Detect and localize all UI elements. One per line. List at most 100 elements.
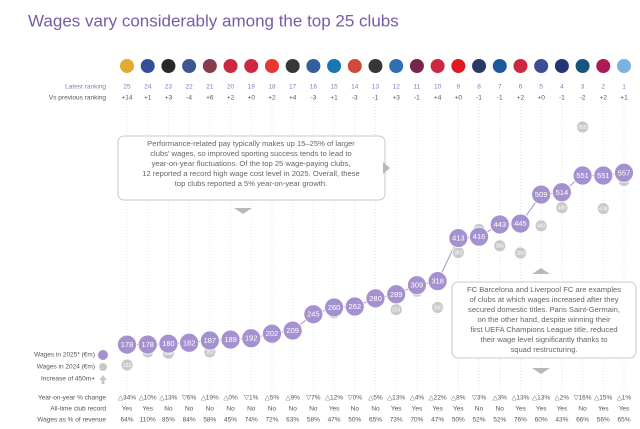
wage-2025-dot	[614, 162, 634, 183]
legend-marker	[99, 363, 107, 371]
value-label: 202	[266, 329, 279, 338]
wage-2025-dot	[179, 332, 200, 353]
rank-change: -1	[414, 95, 420, 102]
revenue-pct: 74%	[245, 417, 258, 424]
club-logo	[430, 59, 445, 73]
legend-label: Increase of 450m+	[41, 376, 95, 383]
wage-2025-dot	[510, 213, 531, 234]
revenue-pct: 110%	[140, 417, 156, 424]
club-logo	[596, 59, 611, 73]
record: No	[578, 406, 587, 413]
row-label: Latest ranking	[65, 84, 106, 91]
rank-change: -1	[497, 95, 503, 102]
club-logo	[347, 59, 362, 73]
ranking: 5	[539, 84, 543, 91]
club-logo	[409, 59, 424, 73]
club-logo	[244, 59, 259, 73]
annotation-text: secured domestic titles. Paris Saint-Ger…	[468, 305, 620, 314]
revenue-pct: 72%	[265, 417, 278, 424]
wage-2024-dot	[493, 239, 507, 253]
wage-2025-dot	[158, 333, 179, 354]
value-label: 380	[516, 251, 525, 257]
rank-change: +0	[537, 95, 545, 102]
club-logo	[202, 59, 217, 73]
ranking: 9	[457, 84, 461, 91]
revenue-pct: 70%	[410, 417, 423, 424]
wage-2025-dot	[551, 182, 572, 203]
wage-2025-dot	[489, 214, 510, 235]
rank-change: +1	[330, 95, 338, 102]
record: No	[351, 406, 360, 413]
value-label: 514	[556, 188, 569, 197]
club-logo	[120, 59, 134, 73]
record: Yes	[329, 406, 340, 413]
ranking: 16	[310, 84, 318, 91]
wage-2025-dot	[241, 328, 262, 349]
value-label: 551	[597, 171, 610, 180]
record: Yes	[453, 406, 464, 413]
club-logo	[327, 59, 342, 73]
annotation-text: clubs' wages, so improved sporting succe…	[150, 149, 352, 158]
wage-2025-dot	[531, 184, 552, 205]
value-label: 509	[535, 190, 548, 199]
wage-2025-dot	[282, 320, 303, 341]
pointer	[383, 162, 390, 174]
value-label: 381	[454, 250, 463, 256]
yoy-change: △8%	[451, 395, 466, 402]
yoy-change: △13%	[159, 395, 177, 402]
row-label: All-time club record	[50, 406, 106, 413]
club-logo	[472, 59, 487, 73]
wage-2024-dot	[534, 219, 548, 233]
revenue-pct: 50%	[348, 417, 361, 424]
record: No	[164, 406, 173, 413]
wage-2025-dot	[448, 228, 469, 248]
yoy-change: △19%	[201, 395, 219, 402]
revenue-pct: 45%	[224, 417, 237, 424]
ranking: 21	[206, 84, 214, 91]
legend-label: Wages in 2024 (€m)	[37, 364, 95, 371]
row-label: Year-on-year % change	[38, 395, 106, 402]
pointer	[234, 208, 252, 214]
record: No	[268, 406, 277, 413]
ranking: 15	[330, 84, 338, 91]
record: Yes	[412, 406, 423, 413]
pointer	[532, 268, 550, 274]
annotation-text: first UEFA Champions League title, reduc…	[470, 325, 617, 334]
revenue-pct: 58%	[307, 417, 320, 424]
yoy-change: △13%	[532, 395, 550, 402]
club-logo	[161, 59, 176, 73]
record: No	[289, 406, 298, 413]
record: No	[475, 406, 484, 413]
yoy-change: ▽3%	[472, 395, 487, 402]
ranking: 22	[186, 84, 194, 91]
value-label: 440	[537, 224, 546, 230]
ranking: 18	[268, 84, 276, 91]
ranking: 24	[144, 84, 152, 91]
wage-2025-dot	[199, 330, 220, 351]
rank-change: +3	[392, 95, 400, 102]
value-label: 413	[452, 234, 465, 243]
value-label: 658	[578, 125, 587, 131]
record: Yes	[598, 406, 609, 413]
club-logo	[368, 59, 383, 73]
revenue-pct: 63%	[286, 417, 299, 424]
value-label: 396	[496, 244, 505, 250]
ranking: 17	[289, 84, 297, 91]
club-logo	[306, 59, 321, 73]
ranking: 23	[165, 84, 173, 91]
record: No	[185, 406, 194, 413]
revenue-pct: 43%	[555, 417, 568, 424]
yoy-change: ▽7%	[306, 395, 321, 402]
ranking: 12	[393, 84, 401, 91]
ranking: 13	[372, 84, 380, 91]
legend-arrow	[99, 375, 107, 384]
annotation-text: 12 reported a record high wage cost leve…	[142, 169, 359, 178]
annotation-text: FC Barcelona and Liverpool FC are exampl…	[467, 285, 621, 294]
record: Yes	[557, 406, 568, 413]
wage-2025-dot	[324, 297, 344, 318]
annotation-text: Performance-related pay typically makes …	[147, 139, 355, 148]
record: No	[247, 406, 256, 413]
value-label: 309	[411, 281, 424, 290]
rank-change: +2	[268, 95, 276, 102]
